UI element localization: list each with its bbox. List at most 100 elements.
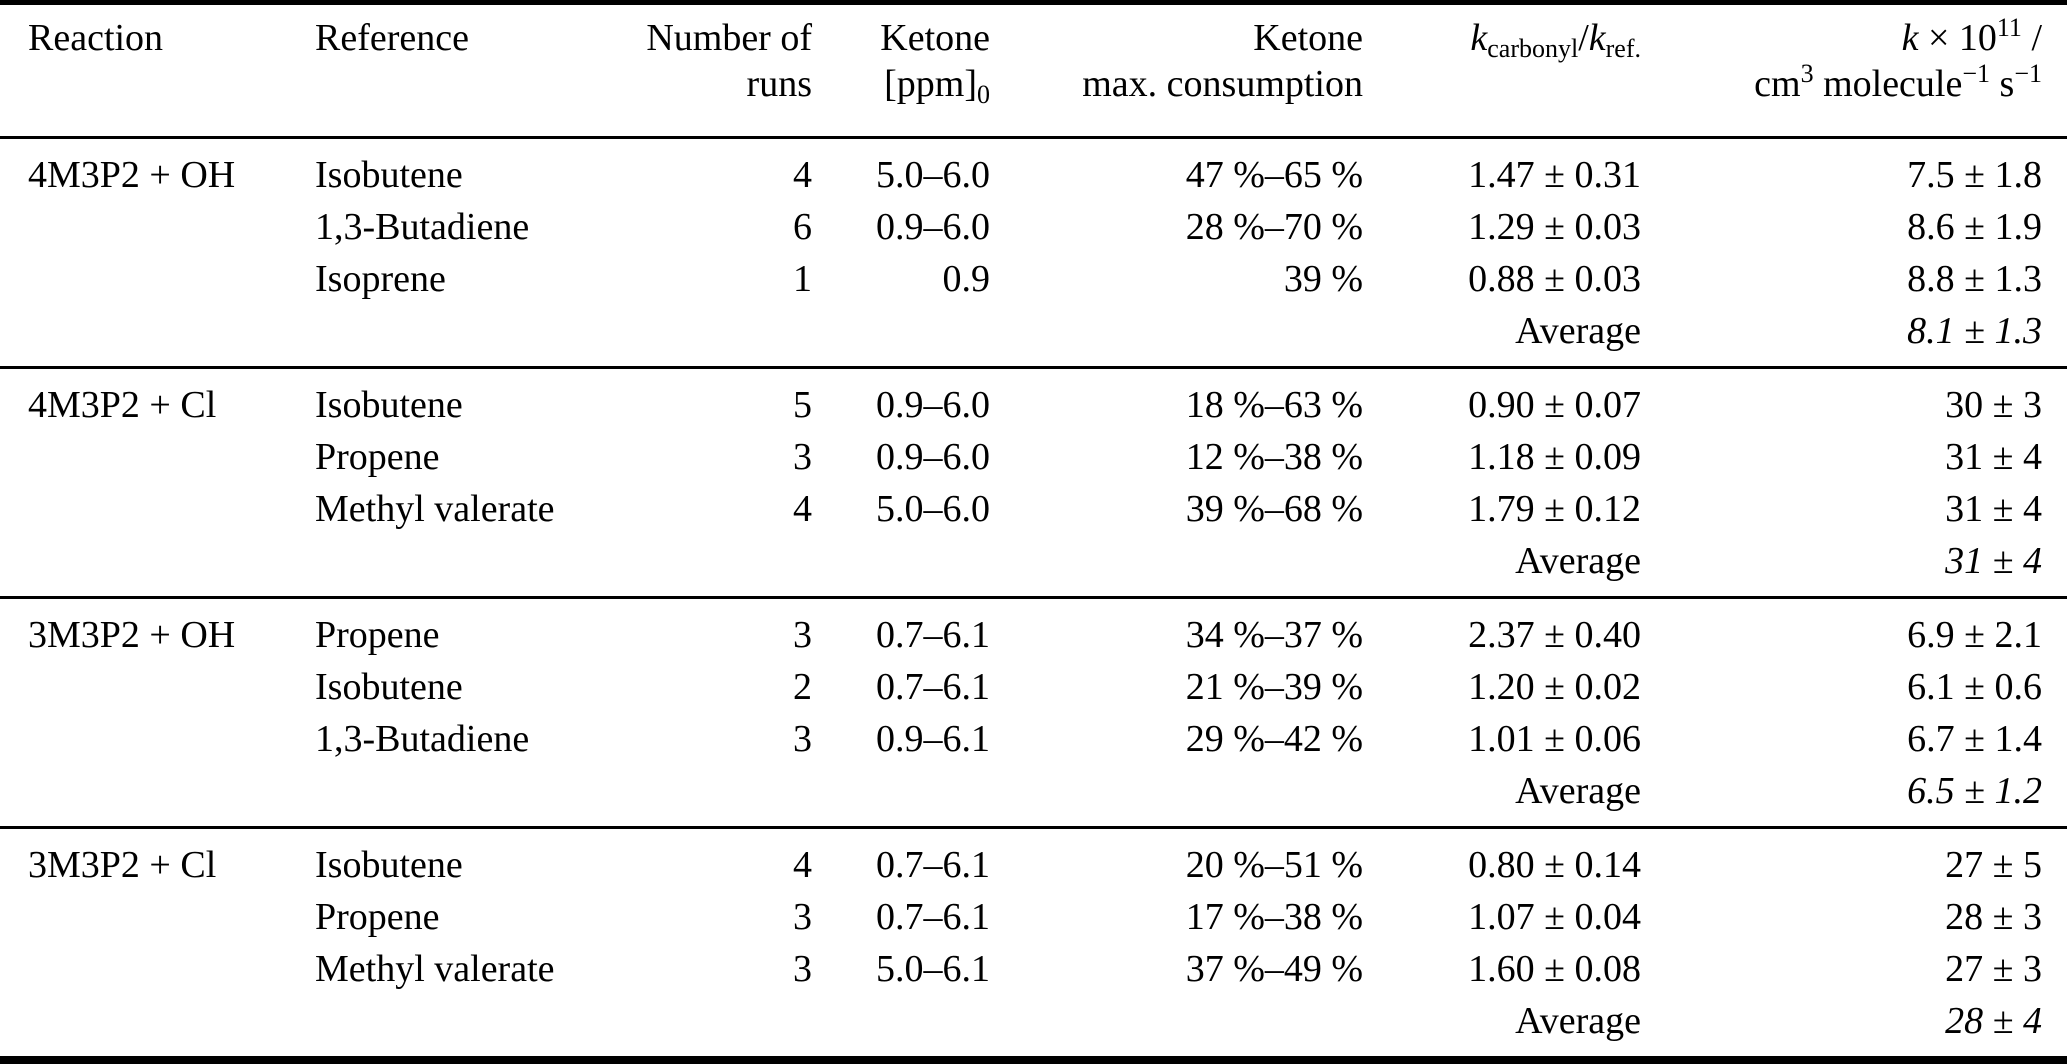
- cell-consumption: [1000, 765, 1363, 828]
- table-row: Isoprene 1 0.9 39 % 0.88 ± 0.03 8.8 ± 1.…: [0, 253, 2067, 305]
- ppm-subscript-zero: 0: [977, 79, 990, 109]
- cell-consumption: [1000, 995, 1363, 1060]
- cell-consumption: 37 %–49 %: [1185, 948, 1363, 990]
- cm-unit: cm: [1754, 63, 1801, 105]
- cell-consumption: 12 %–38 %: [1185, 436, 1363, 478]
- table-row: 1,3-Butadiene 6 0.9–6.0 28 %–70 % 1.29 ±…: [0, 201, 2067, 253]
- cell-reference: [315, 305, 640, 368]
- times-ten-text: × 10: [1918, 17, 1997, 59]
- reaction-block-3m3p2-cl: 3M3P2 + Cl Isobutene 4 0.7–6.1 20 %–51 %…: [0, 827, 2067, 1061]
- cell-reference: Propene: [315, 896, 440, 938]
- cell-runs: 3: [793, 718, 812, 760]
- table-row: Isobutene 2 0.7–6.1 21 %–39 % 1.20 ± 0.0…: [0, 661, 2067, 713]
- average-label: Average: [1515, 770, 1641, 812]
- header-reaction-label: Reaction: [28, 17, 164, 59]
- header-consumption-line1: Ketone: [1253, 17, 1363, 59]
- cell-k: 6.1 ± 0.6: [1907, 666, 2042, 708]
- cell-ratio: 0.90 ± 0.07: [1468, 384, 1641, 426]
- cell-runs: 4: [793, 154, 812, 196]
- cell-runs: 4: [793, 488, 812, 530]
- cell-reaction: [0, 995, 315, 1060]
- cell-ppm: 0.7–6.1: [876, 614, 990, 656]
- cell-consumption: 17 %–38 %: [1185, 896, 1363, 938]
- table-row: 1,3-Butadiene 3 0.9–6.1 29 %–42 % 1.01 ±…: [0, 713, 2067, 765]
- cell-ppm: 0.7–6.1: [876, 666, 990, 708]
- cell-ppm: 5.0–6.0: [876, 154, 990, 196]
- s-exponent: −1: [2014, 58, 2042, 88]
- cell-k: 31 ± 4: [1945, 436, 2042, 478]
- cell-runs: 3: [793, 896, 812, 938]
- cell-reference: Methyl valerate: [315, 488, 555, 530]
- cell-k: 28 ± 3: [1945, 896, 2042, 938]
- average-k-value: 8.1 ± 1.3: [1907, 310, 2042, 352]
- cell-reaction: [0, 431, 315, 483]
- header-reference: Reference: [315, 3, 640, 138]
- reaction-block-4m3p2-oh: 4M3P2 + OH Isobutene 4 5.0–6.0 47 %–65 %…: [0, 138, 2067, 368]
- table-row: Propene 3 0.7–6.1 17 %–38 % 1.07 ± 0.04 …: [0, 891, 2067, 943]
- cell-ratio: 1.07 ± 0.04: [1468, 896, 1641, 938]
- cell-runs: 3: [793, 614, 812, 656]
- header-k-line1: k × 1011 /: [1655, 12, 2042, 61]
- table-row: 4M3P2 + Cl Isobutene 5 0.9–6.0 18 %–63 %…: [0, 368, 2067, 432]
- cell-ratio: 1.60 ± 0.08: [1468, 948, 1641, 990]
- cell-ratio: 0.80 ± 0.14: [1468, 844, 1641, 886]
- cell-reference: Isobutene: [315, 844, 463, 886]
- table-row: Propene 3 0.9–6.0 12 %–38 % 1.18 ± 0.09 …: [0, 431, 2067, 483]
- cell-consumption: [1000, 305, 1363, 368]
- cell-runs: 5: [793, 384, 812, 426]
- cell-consumption: 28 %–70 %: [1185, 206, 1363, 248]
- cell-k: 7.5 ± 1.8: [1907, 154, 2042, 196]
- average-label: Average: [1515, 540, 1641, 582]
- cell-runs: [640, 305, 818, 368]
- cell-ratio: 2.37 ± 0.40: [1468, 614, 1641, 656]
- header-row: Reaction Reference Number of runs Ketone…: [0, 3, 2067, 138]
- table-row: Methyl valerate 3 5.0–6.1 37 %–49 % 1.60…: [0, 943, 2067, 995]
- table-header: Reaction Reference Number of runs Ketone…: [0, 3, 2067, 138]
- cell-reaction: 3M3P2 + Cl: [28, 844, 217, 886]
- cell-consumption: 29 %–42 %: [1185, 718, 1363, 760]
- cell-runs: [640, 535, 818, 598]
- cell-reaction: [0, 483, 315, 535]
- cell-runs: 3: [793, 436, 812, 478]
- average-k-value: 31 ± 4: [1945, 540, 2042, 582]
- cell-consumption: 39 %: [1283, 258, 1363, 300]
- cell-reference: Isobutene: [315, 666, 463, 708]
- cell-ppm: 0.9–6.0: [876, 384, 990, 426]
- cell-reaction: 4M3P2 + OH: [28, 154, 236, 196]
- ratio-slash: /: [1578, 17, 1589, 59]
- cell-consumption: 18 %–63 %: [1185, 384, 1363, 426]
- cell-reaction: [0, 305, 315, 368]
- cell-runs: 4: [793, 844, 812, 886]
- cell-reference: Isobutene: [315, 384, 463, 426]
- header-ratio-formula: kcarbonyl/kref.: [1363, 15, 1641, 61]
- average-row: Average 28 ± 4: [0, 995, 2067, 1060]
- cell-k: 8.8 ± 1.3: [1907, 258, 2042, 300]
- header-rate-ratio: kcarbonyl/kref.: [1363, 3, 1655, 138]
- s-unit: s: [1990, 63, 2015, 105]
- cell-runs: [640, 995, 818, 1060]
- cell-reference: Isoprene: [315, 258, 446, 300]
- cell-runs: 6: [793, 206, 812, 248]
- average-row: Average 8.1 ± 1.3: [0, 305, 2067, 368]
- cell-runs: 1: [793, 258, 812, 300]
- k-unit-slash: /: [2021, 17, 2042, 59]
- cell-ppm: [818, 765, 1000, 828]
- table-row: Methyl valerate 4 5.0–6.0 39 %–68 % 1.79…: [0, 483, 2067, 535]
- cell-ppm: 5.0–6.1: [876, 948, 990, 990]
- cell-runs: 3: [793, 948, 812, 990]
- cell-ratio: 1.20 ± 0.02: [1468, 666, 1641, 708]
- k-symbol: k: [1901, 17, 1919, 59]
- k-ref-symbol: k: [1588, 17, 1606, 59]
- exponent-eleven: 11: [1996, 12, 2022, 42]
- cell-reference: [315, 765, 640, 828]
- cell-reaction: [0, 253, 315, 305]
- header-number-of-runs: Number of runs: [640, 3, 818, 138]
- molecule-unit: molecule: [1813, 63, 1963, 105]
- cell-ppm: 0.9–6.0: [876, 206, 990, 248]
- cell-reference: 1,3-Butadiene: [315, 718, 530, 760]
- cell-ppm: 0.7–6.1: [876, 896, 990, 938]
- average-k-value: 28 ± 4: [1945, 1000, 2042, 1042]
- cell-reference: [315, 995, 640, 1060]
- cell-ppm: 0.7–6.1: [876, 844, 990, 886]
